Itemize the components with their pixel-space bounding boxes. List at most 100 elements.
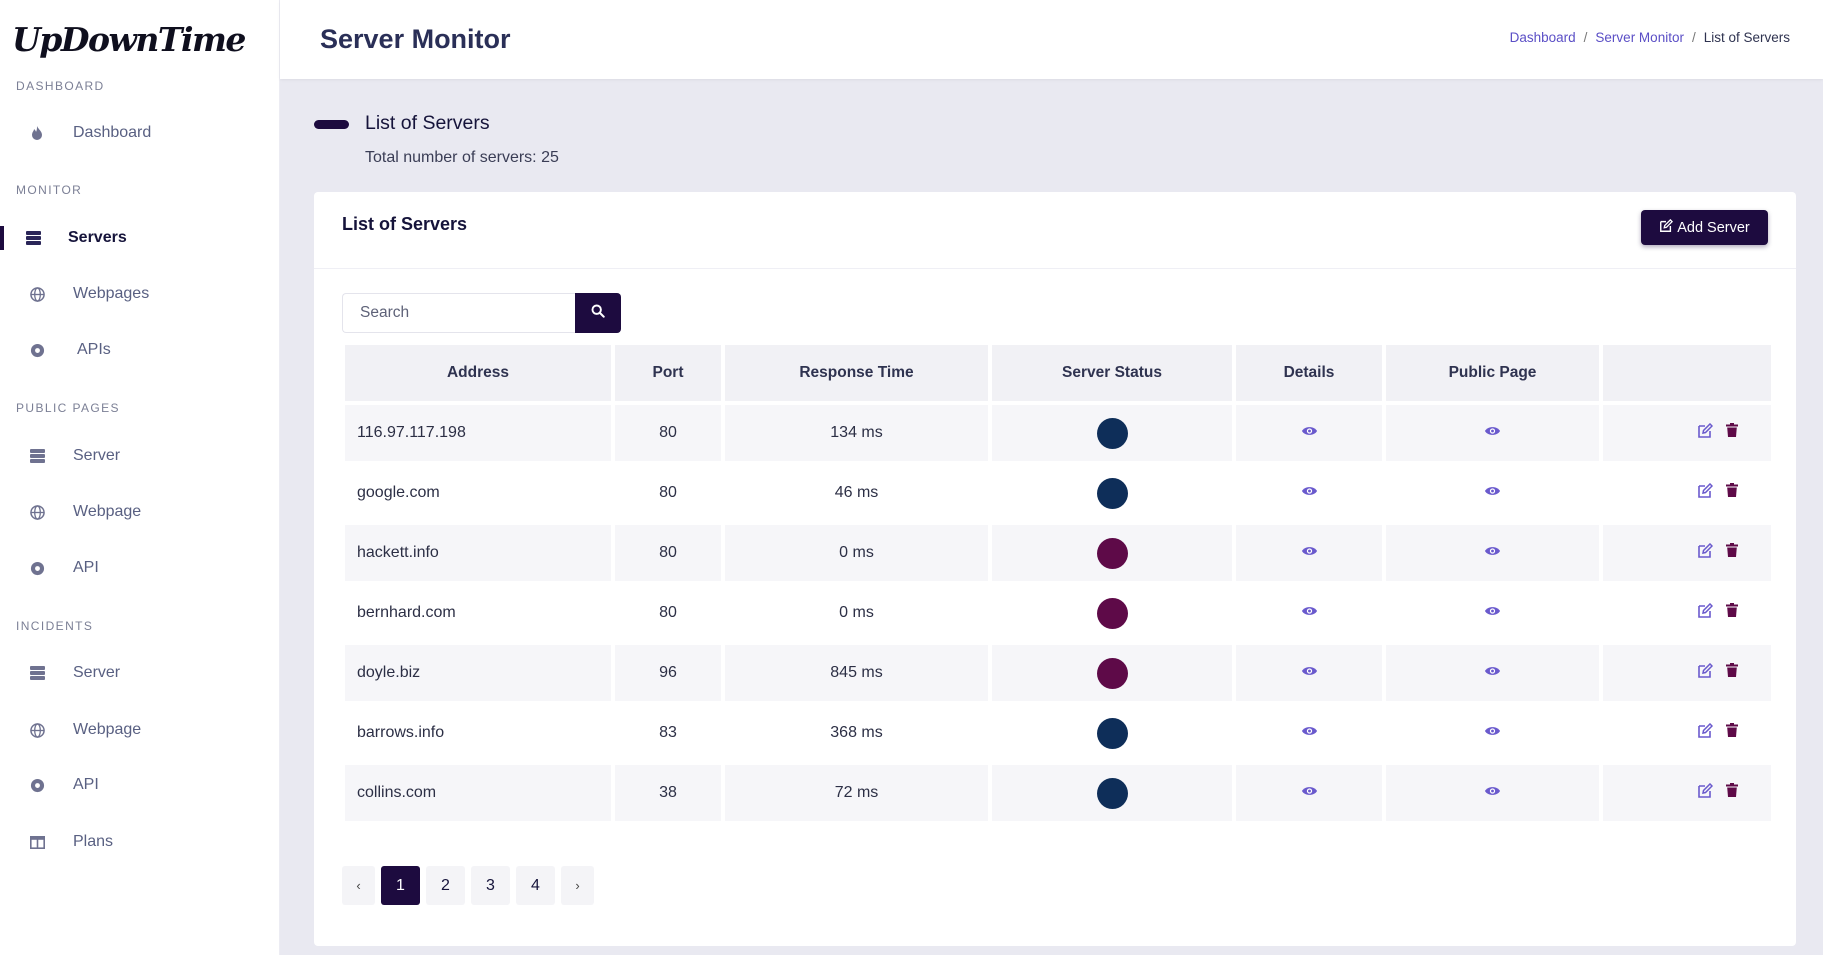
breadcrumb-server-monitor-link[interactable]: Server Monitor (1595, 30, 1684, 45)
sidebar-item-label: Servers (68, 229, 127, 246)
sidebar-item-incident-server[interactable]: Server (0, 653, 280, 693)
edit-icon[interactable] (1697, 542, 1713, 564)
section-title-public-pages: PUBLIC PAGES (16, 401, 120, 415)
public-page-cell (1386, 465, 1599, 521)
port-cell: 96 (615, 645, 721, 701)
server-icon (24, 229, 42, 247)
server-status-cell (992, 525, 1232, 581)
port-cell: 80 (615, 525, 721, 581)
app-logo[interactable]: UpDownTime (12, 20, 246, 59)
section-title: List of Servers (365, 112, 490, 134)
trash-icon[interactable] (1725, 482, 1738, 504)
view-details-eye-icon[interactable] (1301, 604, 1318, 622)
status-indicator-up (1096, 717, 1128, 749)
dot-circle-icon (28, 341, 46, 359)
pagination-prev[interactable]: ‹ (342, 866, 375, 905)
pagination-page-2[interactable]: 2 (426, 866, 465, 905)
edit-icon[interactable] (1697, 782, 1713, 804)
view-public-page-eye-icon[interactable] (1484, 664, 1501, 682)
breadcrumb-dashboard-link[interactable]: Dashboard (1509, 30, 1576, 45)
view-public-page-eye-icon[interactable] (1484, 604, 1501, 622)
table-row: barrows.info 83 368 ms (345, 705, 1771, 761)
table-row: bernhard.com 80 0 ms (345, 585, 1771, 641)
section-title-monitor: MONITOR (16, 183, 83, 197)
actions-cell (1603, 645, 1771, 701)
search-button[interactable] (575, 293, 621, 333)
row-actions (1697, 782, 1738, 804)
public-page-cell (1386, 705, 1599, 761)
column-header: Server Status (992, 345, 1232, 401)
view-public-page-eye-icon[interactable] (1484, 784, 1501, 802)
search-input[interactable] (342, 293, 575, 333)
trash-icon[interactable] (1725, 722, 1738, 744)
details-cell (1236, 585, 1382, 641)
server-status-cell (992, 405, 1232, 461)
edit-icon[interactable] (1697, 482, 1713, 504)
pagination: ‹ 1 2 3 4 › (342, 866, 594, 905)
trash-icon[interactable] (1725, 662, 1738, 684)
address-cell: barrows.info (345, 705, 611, 761)
column-header: Response Time (725, 345, 988, 401)
view-details-eye-icon[interactable] (1301, 544, 1318, 562)
sidebar-item-incident-api[interactable]: API (0, 765, 280, 805)
sidebar-item-label: Dashboard (73, 124, 152, 141)
sidebar-item-webpages[interactable]: Webpages (0, 274, 280, 314)
server-status-cell (992, 465, 1232, 521)
column-header: Address (345, 345, 611, 401)
sidebar-item-apis[interactable]: APIs (0, 330, 280, 370)
pagination-page-3[interactable]: 3 (471, 866, 510, 905)
sidebar-item-servers[interactable]: Servers (0, 218, 280, 258)
view-public-page-eye-icon[interactable] (1484, 544, 1501, 562)
actions-cell (1603, 705, 1771, 761)
address-cell: collins.com (345, 765, 611, 821)
pagination-page-1[interactable]: 1 (381, 866, 420, 905)
details-cell (1236, 405, 1382, 461)
response-time-cell: 0 ms (725, 585, 988, 641)
sidebar-item-public-webpage[interactable]: Webpage (0, 492, 280, 532)
sidebar-item-public-api[interactable]: API (0, 548, 280, 588)
trash-icon[interactable] (1725, 602, 1738, 624)
sidebar-item-public-server[interactable]: Server (0, 436, 280, 476)
trash-icon[interactable] (1725, 782, 1738, 804)
view-details-eye-icon[interactable] (1301, 664, 1318, 682)
sidebar-item-dashboard[interactable]: Dashboard (0, 113, 280, 153)
pagination-next[interactable]: › (561, 866, 594, 905)
address-cell: google.com (345, 465, 611, 521)
sidebar-item-plans[interactable]: Plans (0, 822, 280, 862)
row-actions (1697, 722, 1738, 744)
public-page-cell (1386, 765, 1599, 821)
view-public-page-eye-icon[interactable] (1484, 424, 1501, 442)
server-icon (28, 447, 46, 465)
sidebar-item-incident-webpage[interactable]: Webpage (0, 710, 280, 750)
table-row: collins.com 38 72 ms (345, 765, 1771, 821)
details-cell (1236, 705, 1382, 761)
edit-icon[interactable] (1697, 722, 1713, 744)
details-cell (1236, 645, 1382, 701)
row-actions (1697, 602, 1738, 624)
table-header-row: Address Port Response Time Server Status Det… (345, 345, 1771, 401)
response-time-cell: 72 ms (725, 765, 988, 821)
view-public-page-eye-icon[interactable] (1484, 724, 1501, 742)
search-bar (342, 293, 622, 333)
table-row: doyle.biz 96 845 ms (345, 645, 1771, 701)
column-header: Details (1236, 345, 1382, 401)
pagination-page-4[interactable]: 4 (516, 866, 555, 905)
view-details-eye-icon[interactable] (1301, 484, 1318, 502)
view-details-eye-icon[interactable] (1301, 724, 1318, 742)
add-server-button[interactable]: Add Server (1641, 210, 1768, 245)
port-cell: 38 (615, 765, 721, 821)
trash-icon[interactable] (1725, 422, 1738, 444)
edit-icon[interactable] (1697, 602, 1713, 624)
view-details-eye-icon[interactable] (1301, 424, 1318, 442)
view-details-eye-icon[interactable] (1301, 784, 1318, 802)
server-status-cell (992, 645, 1232, 701)
server-status-cell (992, 705, 1232, 761)
server-count-text: Total number of servers: 25 (365, 149, 559, 166)
edit-icon[interactable] (1697, 662, 1713, 684)
view-public-page-eye-icon[interactable] (1484, 484, 1501, 502)
card-title: List of Servers (342, 214, 468, 234)
edit-icon[interactable] (1697, 422, 1713, 444)
dot-circle-icon (28, 776, 46, 794)
public-page-cell (1386, 645, 1599, 701)
trash-icon[interactable] (1725, 542, 1738, 564)
